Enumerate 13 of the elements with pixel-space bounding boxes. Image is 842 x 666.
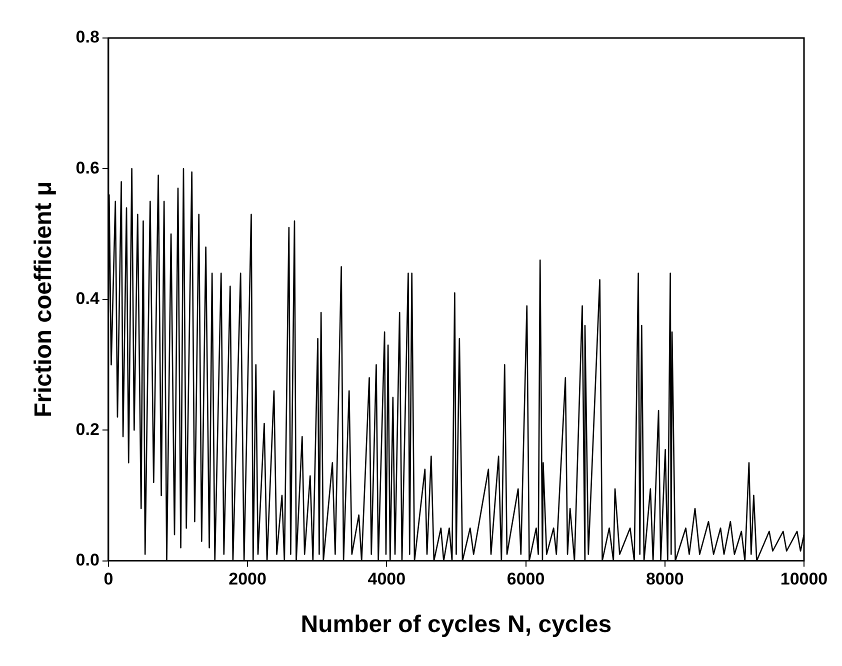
x-tick-label: 8000 <box>646 570 684 589</box>
y-tick-label: 0.6 <box>76 158 100 178</box>
x-tick-label: 4000 <box>368 570 406 589</box>
y-tick-label: 0.4 <box>76 289 100 308</box>
y-tick-label: 0.8 <box>76 28 100 47</box>
x-tick-label: 6000 <box>506 570 545 589</box>
x-tick-label: 10000 <box>780 570 828 589</box>
x-axis-title: Number of cycles N, cycles <box>300 611 612 638</box>
y-tick-label: 0.2 <box>76 420 100 439</box>
x-tick-label: 2000 <box>228 570 266 589</box>
y-axis-title: Friction coefficient μ <box>30 181 58 418</box>
x-tick-label: 0 <box>104 570 114 589</box>
y-tick-label: 0.0 <box>76 550 100 570</box>
